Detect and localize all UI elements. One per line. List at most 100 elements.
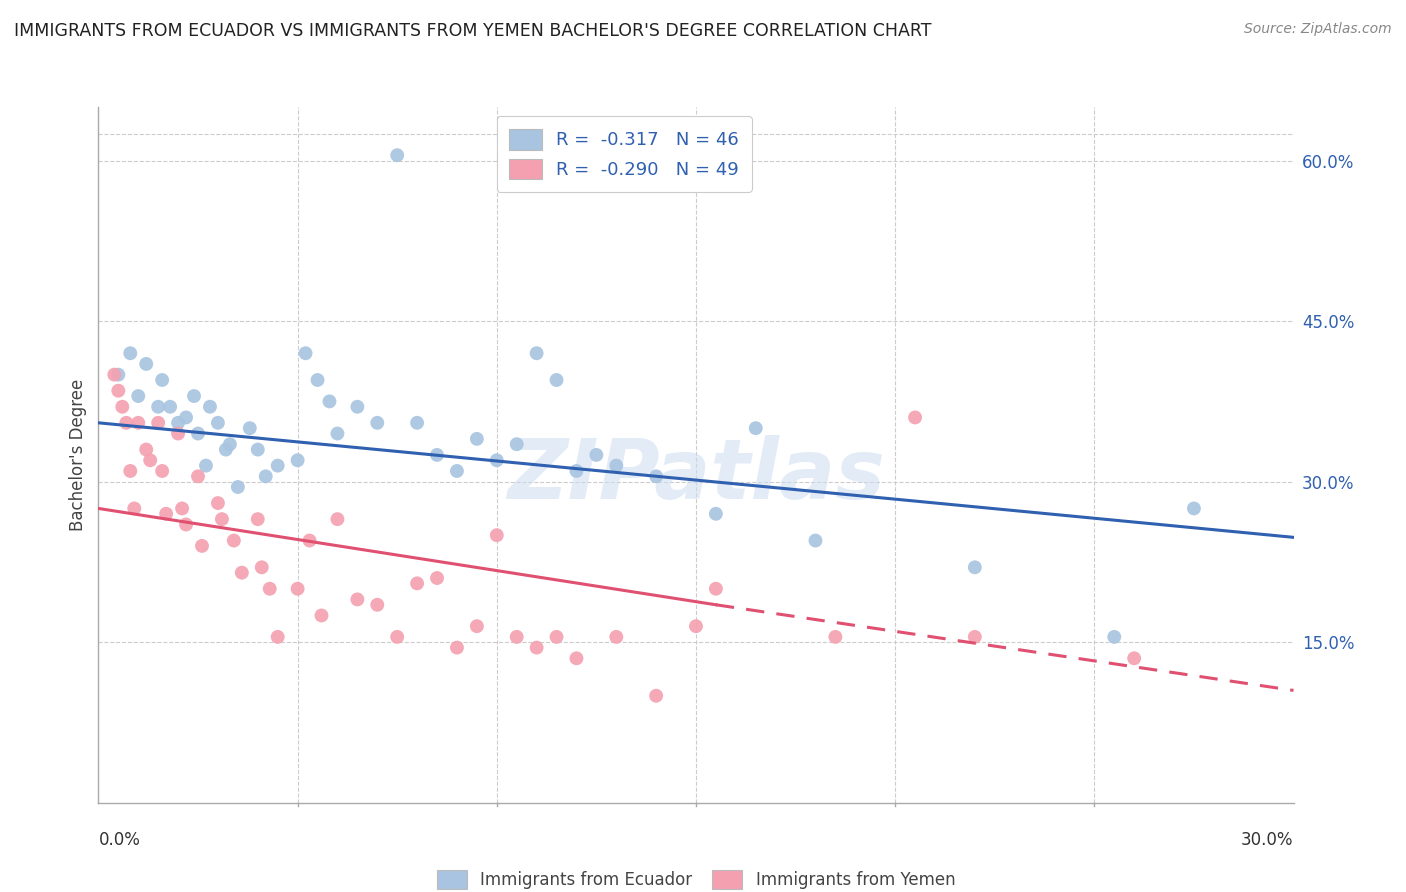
Point bbox=[366, 598, 388, 612]
Point bbox=[346, 400, 368, 414]
Point bbox=[246, 512, 269, 526]
Point bbox=[546, 373, 568, 387]
Point bbox=[107, 384, 129, 398]
Point bbox=[148, 400, 170, 414]
Point bbox=[111, 400, 134, 414]
Text: 30.0%: 30.0% bbox=[1241, 830, 1294, 848]
Point bbox=[211, 512, 233, 526]
Point bbox=[1182, 501, 1205, 516]
Point bbox=[231, 566, 253, 580]
Point bbox=[198, 400, 221, 414]
Point bbox=[465, 619, 488, 633]
Point bbox=[259, 582, 281, 596]
Point bbox=[298, 533, 321, 548]
Point bbox=[135, 357, 157, 371]
Point bbox=[222, 533, 245, 548]
Point bbox=[963, 560, 986, 574]
Y-axis label: Bachelor's Degree: Bachelor's Degree bbox=[69, 379, 87, 531]
Point bbox=[150, 464, 173, 478]
Point bbox=[174, 410, 197, 425]
Point bbox=[219, 437, 242, 451]
Point bbox=[346, 592, 368, 607]
Point bbox=[565, 651, 588, 665]
Point bbox=[904, 410, 927, 425]
Point bbox=[506, 630, 529, 644]
Point bbox=[605, 630, 627, 644]
Point bbox=[446, 464, 468, 478]
Point bbox=[704, 507, 727, 521]
Point bbox=[120, 464, 142, 478]
Point bbox=[167, 426, 190, 441]
Point bbox=[195, 458, 218, 473]
Point bbox=[426, 571, 449, 585]
Legend: Immigrants from Ecuador, Immigrants from Yemen: Immigrants from Ecuador, Immigrants from… bbox=[427, 860, 965, 892]
Point bbox=[120, 346, 142, 360]
Point bbox=[124, 501, 146, 516]
Point bbox=[159, 400, 181, 414]
Point bbox=[326, 512, 349, 526]
Point bbox=[685, 619, 707, 633]
Point bbox=[485, 528, 508, 542]
Point bbox=[254, 469, 277, 483]
Point bbox=[127, 389, 149, 403]
Point bbox=[207, 416, 229, 430]
Point bbox=[546, 630, 568, 644]
Point bbox=[215, 442, 238, 457]
Point bbox=[239, 421, 262, 435]
Point bbox=[605, 458, 627, 473]
Point bbox=[506, 437, 529, 451]
Point bbox=[127, 416, 149, 430]
Point bbox=[526, 346, 548, 360]
Point bbox=[963, 630, 986, 644]
Point bbox=[824, 630, 846, 644]
Point bbox=[267, 630, 290, 644]
Point bbox=[155, 507, 177, 521]
Point bbox=[311, 608, 333, 623]
Point bbox=[526, 640, 548, 655]
Point bbox=[148, 416, 170, 430]
Point bbox=[135, 442, 157, 457]
Point bbox=[287, 582, 309, 596]
Point bbox=[307, 373, 329, 387]
Point bbox=[406, 576, 429, 591]
Point bbox=[1102, 630, 1125, 644]
Point bbox=[267, 458, 290, 473]
Text: 0.0%: 0.0% bbox=[98, 830, 141, 848]
Text: ZIPatlas: ZIPatlas bbox=[508, 435, 884, 516]
Point bbox=[645, 689, 668, 703]
Point bbox=[150, 373, 173, 387]
Point bbox=[294, 346, 316, 360]
Point bbox=[246, 442, 269, 457]
Point bbox=[446, 640, 468, 655]
Point bbox=[465, 432, 488, 446]
Text: IMMIGRANTS FROM ECUADOR VS IMMIGRANTS FROM YEMEN BACHELOR'S DEGREE CORRELATION C: IMMIGRANTS FROM ECUADOR VS IMMIGRANTS FR… bbox=[14, 22, 932, 40]
Point bbox=[366, 416, 388, 430]
Point bbox=[174, 517, 197, 532]
Point bbox=[107, 368, 129, 382]
Point bbox=[187, 469, 209, 483]
Point bbox=[1123, 651, 1146, 665]
Point bbox=[385, 148, 409, 162]
Point bbox=[287, 453, 309, 467]
Point bbox=[704, 582, 727, 596]
Point bbox=[226, 480, 249, 494]
Point bbox=[115, 416, 138, 430]
Point bbox=[645, 469, 668, 483]
Point bbox=[745, 421, 768, 435]
Point bbox=[103, 368, 125, 382]
Point bbox=[250, 560, 273, 574]
Point bbox=[172, 501, 194, 516]
Point bbox=[546, 148, 568, 162]
Point bbox=[565, 464, 588, 478]
Point bbox=[385, 630, 409, 644]
Point bbox=[585, 448, 607, 462]
Point bbox=[326, 426, 349, 441]
Point bbox=[804, 533, 827, 548]
Point bbox=[406, 416, 429, 430]
Point bbox=[187, 426, 209, 441]
Point bbox=[485, 453, 508, 467]
Point bbox=[426, 448, 449, 462]
Point bbox=[167, 416, 190, 430]
Point bbox=[191, 539, 214, 553]
Point bbox=[318, 394, 340, 409]
